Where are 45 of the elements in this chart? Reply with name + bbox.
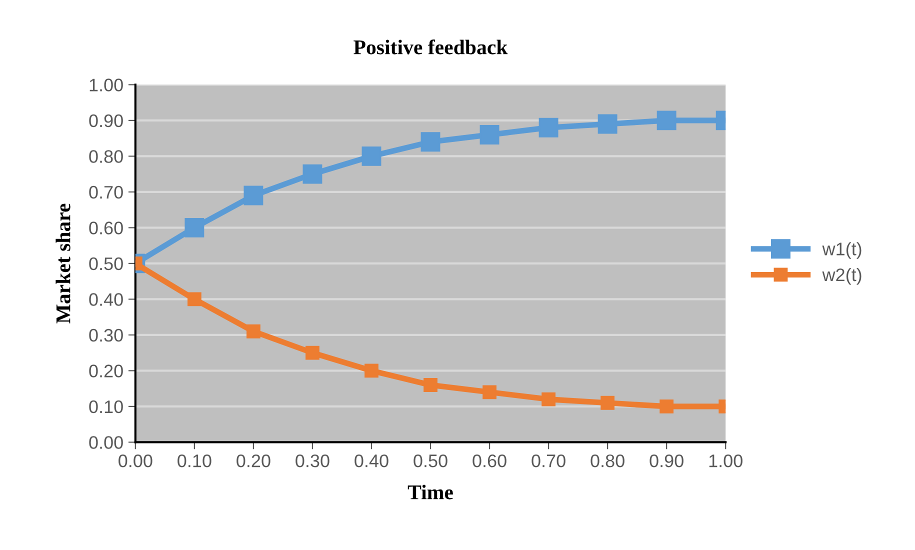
y-tick-label: 0.10: [89, 400, 123, 414]
point: [362, 146, 382, 166]
point: [656, 110, 676, 130]
x-tick-label: 1.00: [709, 454, 742, 468]
point: [660, 400, 674, 414]
y-tick-label: 0.40: [89, 293, 123, 306]
y-tick-label: 0.00: [89, 436, 123, 449]
point: [600, 396, 615, 410]
y-tick-label: 0.30: [89, 328, 123, 342]
x-tick-label: 0.00: [118, 454, 152, 468]
legend-label: w2(t): [822, 268, 862, 285]
x-axis-title: Time: [408, 484, 453, 500]
x-tick-label: 0.90: [650, 454, 684, 468]
x-tick-label: 0.80: [590, 454, 624, 468]
y-axis-title: Market share: [56, 204, 70, 324]
point: [598, 114, 618, 134]
y-tick-label: 0.90: [89, 114, 123, 128]
point: [244, 186, 264, 206]
x-tick-label: 0.10: [178, 454, 212, 468]
x-tick-label: 0.70: [532, 454, 566, 468]
point: [480, 125, 500, 144]
point: [420, 132, 440, 152]
point: [482, 385, 496, 400]
x-tick-label: 0.30: [296, 454, 330, 468]
point: [424, 378, 438, 392]
y-tick-label: 0.80: [89, 150, 123, 163]
y-tick-label: 0.60: [89, 222, 123, 234]
legend-label: w1(t): [822, 242, 862, 259]
x-tick-label: 0.60: [472, 454, 506, 468]
point: [184, 218, 204, 238]
point: [306, 346, 320, 360]
point: [246, 324, 260, 338]
y-tick-label: 0.20: [89, 364, 123, 378]
point: [187, 292, 202, 306]
point: [364, 364, 378, 378]
point: [302, 164, 322, 184]
x-tick-label: 0.50: [414, 454, 448, 468]
x-tick-label: 0.20: [236, 454, 270, 468]
point: [538, 118, 558, 138]
y-tick-label: 0.70: [89, 186, 123, 199]
y-tick-label: 0.50: [89, 257, 123, 270]
x-tick-label: 0.40: [354, 454, 388, 468]
point: [542, 392, 556, 406]
chart-title: Positive feedback: [354, 39, 508, 54]
y-tick-label: 1.00: [90, 78, 123, 92]
